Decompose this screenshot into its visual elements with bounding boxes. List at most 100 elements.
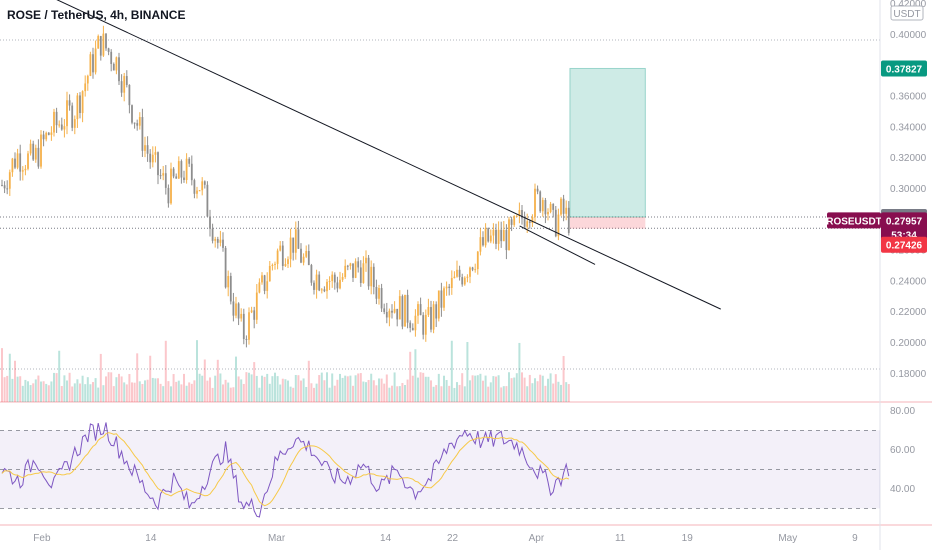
candle-body [336, 282, 339, 289]
candle-body [453, 276, 456, 279]
candle-body [560, 198, 562, 215]
volume-bar [344, 375, 347, 402]
volume-bar [388, 387, 391, 402]
candle-body [307, 250, 310, 266]
candle-body [310, 265, 313, 283]
candle-body [84, 83, 87, 92]
candle-body [16, 153, 19, 168]
candle-body [320, 289, 323, 291]
candle-body [510, 219, 513, 225]
volume-bar [157, 378, 159, 402]
volume-bar [401, 382, 404, 402]
volume-bar [3, 377, 6, 402]
candle-body [557, 214, 560, 237]
candle-body [55, 111, 58, 126]
candle-body [505, 230, 508, 251]
volume-bar [50, 381, 53, 402]
position-stop-zone[interactable] [569, 217, 646, 229]
time-tick-label: Apr [529, 533, 545, 544]
volume-bar [27, 381, 29, 402]
candle-body [536, 188, 539, 192]
volume-bar [19, 376, 22, 402]
candle-body [495, 229, 497, 244]
trendlines[interactable] [34, 0, 721, 310]
price-tick-label: 0.24000 [890, 276, 927, 287]
candle-body [11, 158, 14, 173]
symbol-tag: ROSEUSDT [826, 216, 882, 227]
volume-bar [437, 373, 440, 402]
volume-bar [79, 383, 81, 402]
volume-bar [463, 386, 466, 402]
volume-bar [385, 374, 388, 402]
candle-body [492, 229, 495, 236]
volume-bar [123, 382, 126, 402]
volume-bar [352, 385, 354, 402]
candle-body [422, 315, 425, 335]
price-candles [1, 25, 570, 348]
volume-bar [266, 373, 269, 402]
candle-body [315, 274, 318, 290]
candle-body [34, 147, 37, 160]
volume-bar [326, 372, 328, 402]
volume-bar [183, 373, 185, 402]
volume-bar [349, 375, 352, 402]
candle-body [513, 216, 516, 225]
candle-body [354, 261, 357, 278]
volume-bar [86, 377, 89, 402]
candle-body [419, 304, 422, 316]
candle-body [401, 296, 404, 327]
time-tick-label: 11 [615, 533, 626, 544]
candle-body [518, 210, 521, 216]
candle-body [458, 269, 461, 278]
candle-body [151, 154, 154, 163]
volume-bar [16, 376, 19, 402]
lower-wedge-trendline[interactable] [519, 225, 596, 265]
volume-bar [526, 386, 529, 402]
volume-bar [240, 379, 243, 402]
volume-bar [432, 386, 435, 402]
volume-bar [417, 377, 419, 402]
volume-bar [315, 383, 318, 402]
volume-bar [354, 375, 357, 402]
candle-body [53, 111, 55, 133]
volume-bar [138, 381, 141, 402]
volume-bar [53, 372, 55, 402]
volume-bar [541, 375, 544, 402]
candle-body [32, 143, 35, 160]
volume-bar [237, 376, 240, 402]
volume-bar [6, 375, 9, 402]
volume-bar [232, 387, 235, 402]
candle-body [237, 303, 240, 319]
price-tick-label: 0.40000 [890, 30, 927, 41]
rsi-tick-label: 60.00 [890, 445, 915, 456]
time-tick-label: 14 [145, 533, 157, 544]
candle-body [209, 216, 211, 229]
candle-body [118, 57, 120, 82]
long-position-tool[interactable] [569, 67, 646, 229]
volume-bar [133, 382, 136, 402]
candle-body [497, 229, 500, 244]
volume-bar [84, 384, 87, 402]
volume-bar [149, 355, 152, 402]
volume-bar [185, 385, 188, 402]
candle-body [349, 263, 352, 266]
volume-bar [268, 383, 271, 402]
descending-trendline[interactable] [34, 0, 721, 310]
volume-bar [198, 373, 201, 402]
volume-bar [167, 381, 170, 402]
volume-bar [292, 387, 295, 402]
volume-bar [414, 349, 417, 402]
candle-body [115, 57, 118, 71]
price-tick-label: 0.34000 [890, 122, 927, 133]
position-target-zone[interactable] [569, 67, 646, 218]
target-price-tag: 0.37827 [886, 64, 923, 75]
candle-body [240, 313, 243, 319]
candle-body [554, 209, 557, 237]
candle-body [489, 235, 492, 242]
candle-body [440, 290, 443, 308]
time-tick-label: Feb [33, 533, 51, 544]
candle-body [474, 269, 477, 271]
candle-body [266, 281, 269, 291]
volume-bar [320, 372, 323, 402]
